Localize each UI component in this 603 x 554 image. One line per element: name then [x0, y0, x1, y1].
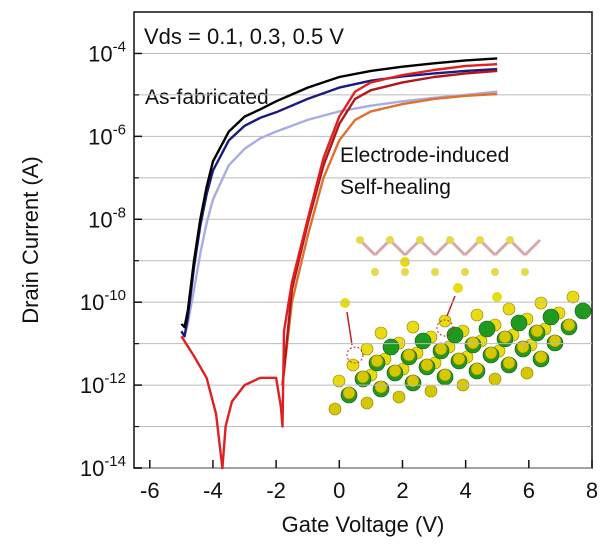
atom: [361, 397, 373, 409]
x-tick-label: -4: [203, 478, 223, 503]
atom: [435, 343, 447, 355]
y-axis-label: Drain Current (A): [18, 156, 43, 323]
atom: [503, 303, 515, 315]
atom: [531, 325, 543, 337]
atom: [567, 291, 579, 303]
atom: [400, 257, 410, 267]
arrow: [347, 312, 352, 345]
atom: [479, 321, 495, 337]
x-tick-label: 2: [396, 478, 408, 503]
data-line: [181, 92, 497, 337]
atom: [549, 335, 561, 347]
atom: [340, 298, 350, 308]
atom: [375, 327, 387, 339]
atom: [416, 236, 424, 244]
x-tick-label: 0: [333, 478, 345, 503]
page: {"chart_data": { "type": "line", "title"…: [0, 0, 603, 554]
annotation: Electrode-induced: [340, 144, 509, 167]
y-tick-label: 10-6: [88, 121, 126, 149]
atom: [521, 367, 533, 379]
atom: [347, 359, 359, 371]
atom: [439, 369, 451, 381]
x-tick-label: 4: [460, 478, 472, 503]
atom: [563, 319, 575, 331]
atom: [389, 365, 401, 377]
atom: [535, 351, 547, 363]
x-tick-label: -6: [140, 478, 160, 503]
atom: [357, 371, 369, 383]
atom: [543, 309, 559, 325]
atom: [492, 292, 502, 302]
atom: [453, 283, 463, 293]
atom: [343, 387, 355, 399]
atom: [517, 341, 529, 353]
arrow: [447, 296, 455, 316]
atom: [575, 303, 591, 319]
inset-structure: [329, 236, 591, 415]
bond: [525, 240, 540, 255]
atom: [375, 381, 387, 393]
atom: [491, 268, 499, 276]
annotation: Self-healing: [340, 176, 451, 199]
atom: [521, 268, 529, 276]
chart: Vds = 0.1, 0.3, 0.5 V Gate Voltage (V) D…: [0, 0, 603, 554]
atom: [371, 355, 383, 367]
y-tick-label: 10-8: [88, 204, 126, 232]
atom: [471, 309, 483, 321]
atom: [511, 315, 527, 331]
atom: [407, 321, 419, 333]
atom: [371, 268, 379, 276]
atom: [446, 236, 454, 244]
y-tick-label: 10-10: [80, 287, 126, 315]
atom: [425, 385, 437, 397]
atom: [421, 359, 433, 371]
atom: [453, 353, 465, 365]
y-tick-label: 10-14: [80, 453, 126, 481]
atom: [386, 236, 394, 244]
y-tick-label: 10-4: [88, 38, 126, 66]
atom: [356, 236, 364, 244]
atom: [503, 357, 515, 369]
atom: [471, 363, 483, 375]
atom: [499, 331, 511, 343]
x-tick-label: 8: [586, 478, 598, 503]
atom: [383, 339, 399, 355]
data-line: [181, 69, 497, 336]
atom: [506, 236, 514, 244]
atom: [403, 349, 415, 361]
atom: [329, 403, 341, 415]
atom: [535, 297, 547, 309]
atom: [415, 333, 431, 349]
chart-title: Vds = 0.1, 0.3, 0.5 V: [144, 24, 344, 49]
atom: [401, 268, 409, 276]
atom: [476, 236, 484, 244]
atom: [431, 268, 439, 276]
x-tick-label: 6: [523, 478, 535, 503]
x-axis-label: Gate Voltage (V): [282, 512, 445, 537]
atom: [489, 373, 501, 385]
x-tick-label: -2: [266, 478, 286, 503]
atom: [485, 347, 497, 359]
annotation: As-fabricated: [145, 86, 269, 109]
atom: [393, 391, 405, 403]
y-tick-label: 10-12: [80, 370, 126, 398]
atom: [467, 337, 479, 349]
atom: [461, 268, 469, 276]
